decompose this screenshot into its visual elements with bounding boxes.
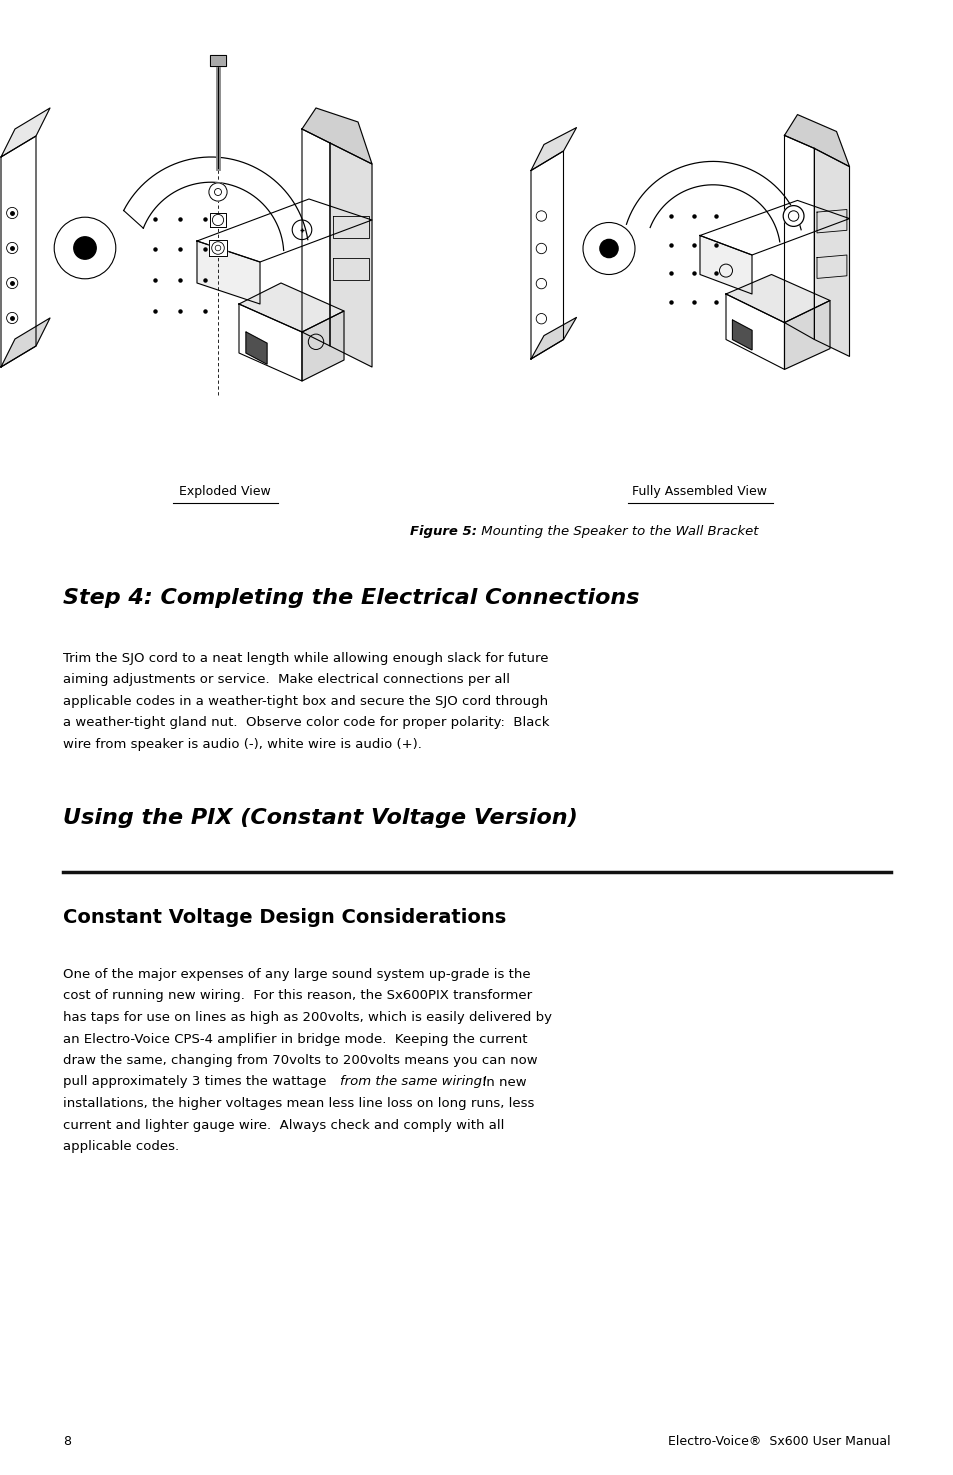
Polygon shape xyxy=(1,108,50,156)
Text: has taps for use on lines as high as 200volts, which is easily delivered by: has taps for use on lines as high as 200… xyxy=(63,1010,552,1024)
Polygon shape xyxy=(246,332,267,364)
Text: wire from speaker is audio (-), white wire is audio (+).: wire from speaker is audio (-), white wi… xyxy=(63,738,421,751)
Circle shape xyxy=(782,205,803,226)
Text: Using the PIX (Constant Voltage Version): Using the PIX (Constant Voltage Version) xyxy=(63,808,578,827)
Polygon shape xyxy=(725,274,829,323)
Polygon shape xyxy=(1,136,36,367)
Polygon shape xyxy=(210,55,226,66)
Polygon shape xyxy=(783,301,829,369)
Polygon shape xyxy=(330,143,372,367)
Text: Figure 5:: Figure 5: xyxy=(410,525,476,538)
Polygon shape xyxy=(732,320,751,350)
Text: current and lighter gauge wire.  Always check and comply with all: current and lighter gauge wire. Always c… xyxy=(63,1118,504,1131)
Polygon shape xyxy=(302,128,330,347)
Polygon shape xyxy=(196,240,260,304)
Text: Electro-Voice®  Sx600 User Manual: Electro-Voice® Sx600 User Manual xyxy=(668,1435,890,1448)
Polygon shape xyxy=(196,199,372,263)
Text: an Electro-Voice CPS-4 amplifier in bridge mode.  Keeping the current: an Electro-Voice CPS-4 amplifier in brid… xyxy=(63,1032,527,1046)
Text: draw the same, changing from 70volts to 200volts means you can now: draw the same, changing from 70volts to … xyxy=(63,1055,537,1066)
Polygon shape xyxy=(302,108,372,164)
Polygon shape xyxy=(700,201,848,255)
Text: ⁠  In new: ⁠ In new xyxy=(474,1075,526,1089)
Circle shape xyxy=(73,237,96,260)
Text: Exploded View: Exploded View xyxy=(179,485,271,499)
Polygon shape xyxy=(531,150,563,358)
Polygon shape xyxy=(239,283,344,332)
Text: Constant Voltage Design Considerations: Constant Voltage Design Considerations xyxy=(63,909,506,926)
Polygon shape xyxy=(783,115,848,167)
Text: Mounting the Speaker to the Wall Bracket: Mounting the Speaker to the Wall Bracket xyxy=(476,525,758,538)
Circle shape xyxy=(599,239,618,258)
Text: Trim the SJO cord to a neat length while allowing enough slack for future: Trim the SJO cord to a neat length while… xyxy=(63,652,548,665)
Text: Fully Assembled View: Fully Assembled View xyxy=(632,485,767,499)
Text: applicable codes in a weather-tight box and secure the SJO cord through: applicable codes in a weather-tight box … xyxy=(63,695,548,708)
Polygon shape xyxy=(209,239,227,257)
Text: installations, the higher voltages mean less line loss on long runs, less: installations, the higher voltages mean … xyxy=(63,1097,534,1111)
Polygon shape xyxy=(210,212,226,227)
Text: 8: 8 xyxy=(63,1435,71,1448)
Polygon shape xyxy=(302,311,344,381)
Text: Step 4: Completing the Electrical Connections: Step 4: Completing the Electrical Connec… xyxy=(63,589,639,608)
Text: applicable codes.: applicable codes. xyxy=(63,1140,179,1153)
Polygon shape xyxy=(700,236,751,294)
Polygon shape xyxy=(531,128,576,171)
Polygon shape xyxy=(1,319,50,367)
Polygon shape xyxy=(725,294,783,369)
Text: cost of running new wiring.  For this reason, the Sx600PIX transformer: cost of running new wiring. For this rea… xyxy=(63,990,532,1003)
Polygon shape xyxy=(814,149,848,357)
Text: aiming adjustments or service.  Make electrical connections per all: aiming adjustments or service. Make elec… xyxy=(63,674,510,686)
Polygon shape xyxy=(531,317,576,358)
Text: from the same wiring!: from the same wiring! xyxy=(340,1075,487,1089)
Text: pull approximately 3 times the wattage ⁠: pull approximately 3 times the wattage ⁠ xyxy=(63,1075,331,1089)
Circle shape xyxy=(209,183,227,201)
Text: One of the major expenses of any large sound system up-grade is the: One of the major expenses of any large s… xyxy=(63,968,530,981)
Polygon shape xyxy=(239,304,302,381)
Text: a weather-tight gland nut.  Observe color code for proper polarity:  Black: a weather-tight gland nut. Observe color… xyxy=(63,717,549,730)
Polygon shape xyxy=(783,136,814,339)
